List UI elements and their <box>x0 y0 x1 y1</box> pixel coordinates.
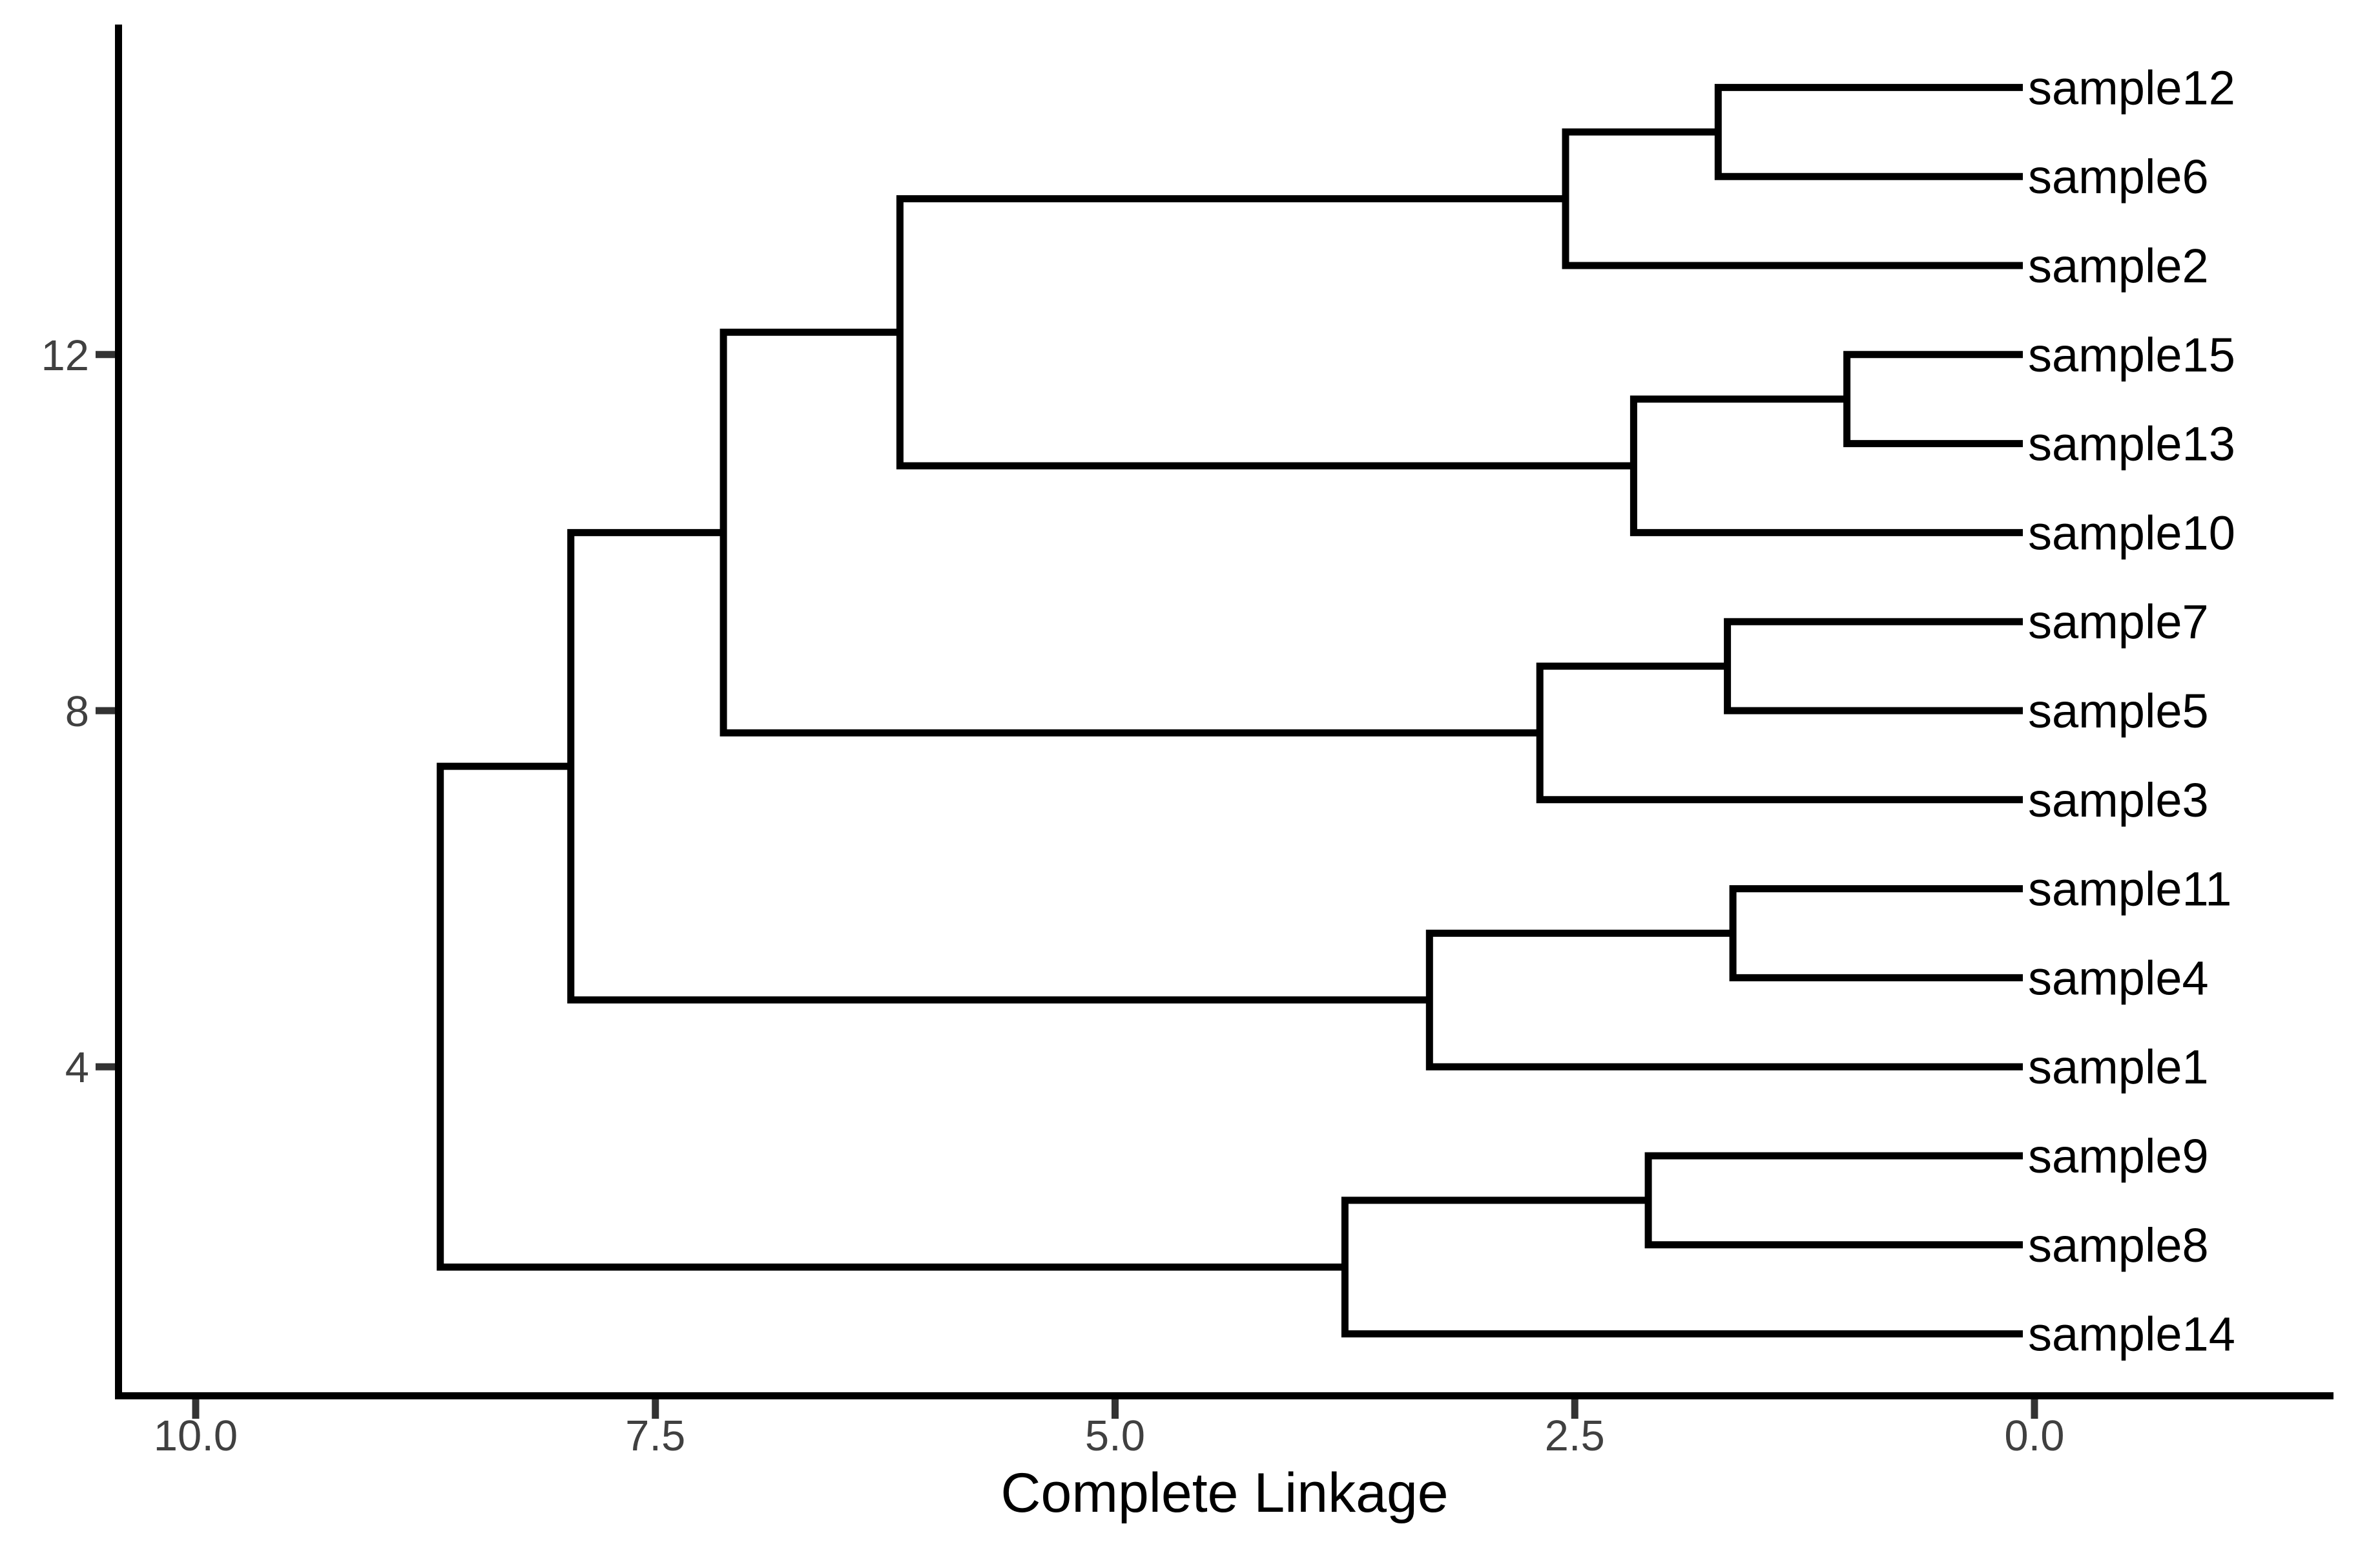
x-axis-title: Complete Linkage <box>1000 1462 1448 1524</box>
leaf-label-sample14: sample14 <box>2028 1308 2235 1361</box>
x-tick-label-0.0: 0.0 <box>2004 1412 2064 1460</box>
leaf-label-sample3: sample3 <box>2028 773 2209 827</box>
x-tick-label-7.5: 7.5 <box>625 1412 685 1460</box>
axes: 10.0 7.5 5.0 2.5 0.0 12 8 4 <box>41 25 2333 1460</box>
leaf-label-sample12: sample12 <box>2028 61 2235 114</box>
leaf-label-sample13: sample13 <box>2028 417 2235 471</box>
leaf-label-sample10: sample10 <box>2028 506 2235 559</box>
dendrogram-links <box>437 83 2023 1338</box>
leaf-label-sample1: sample1 <box>2028 1040 2209 1094</box>
leaf-label-sample9: sample9 <box>2028 1129 2209 1183</box>
x-tick-label-2.5: 2.5 <box>1545 1412 1605 1460</box>
y-tick-label-12: 12 <box>41 331 89 380</box>
leaf-label-sample5: sample5 <box>2028 684 2209 738</box>
dendrogram-link <box>437 762 1345 1271</box>
y-tick-label-4: 4 <box>65 1043 89 1092</box>
y-tick-label-8: 8 <box>65 687 89 736</box>
leaf-label-sample7: sample7 <box>2028 595 2209 649</box>
leaf-label-sample4: sample4 <box>2028 951 2209 1005</box>
leaf-label-sample6: sample6 <box>2028 150 2209 204</box>
leaf-label-sample11: sample11 <box>2028 862 2231 916</box>
leaf-label-sample8: sample8 <box>2028 1218 2209 1272</box>
leaf-label-sample2: sample2 <box>2028 239 2209 293</box>
leaf-labels: sample12 sample6 sample2 sample15 sample13 sa… <box>2028 61 2235 1361</box>
x-tick-label-5.0: 5.0 <box>1085 1412 1145 1460</box>
x-tick-label-10.0: 10.0 <box>154 1412 238 1460</box>
leaf-label-sample15: sample15 <box>2028 328 2235 382</box>
